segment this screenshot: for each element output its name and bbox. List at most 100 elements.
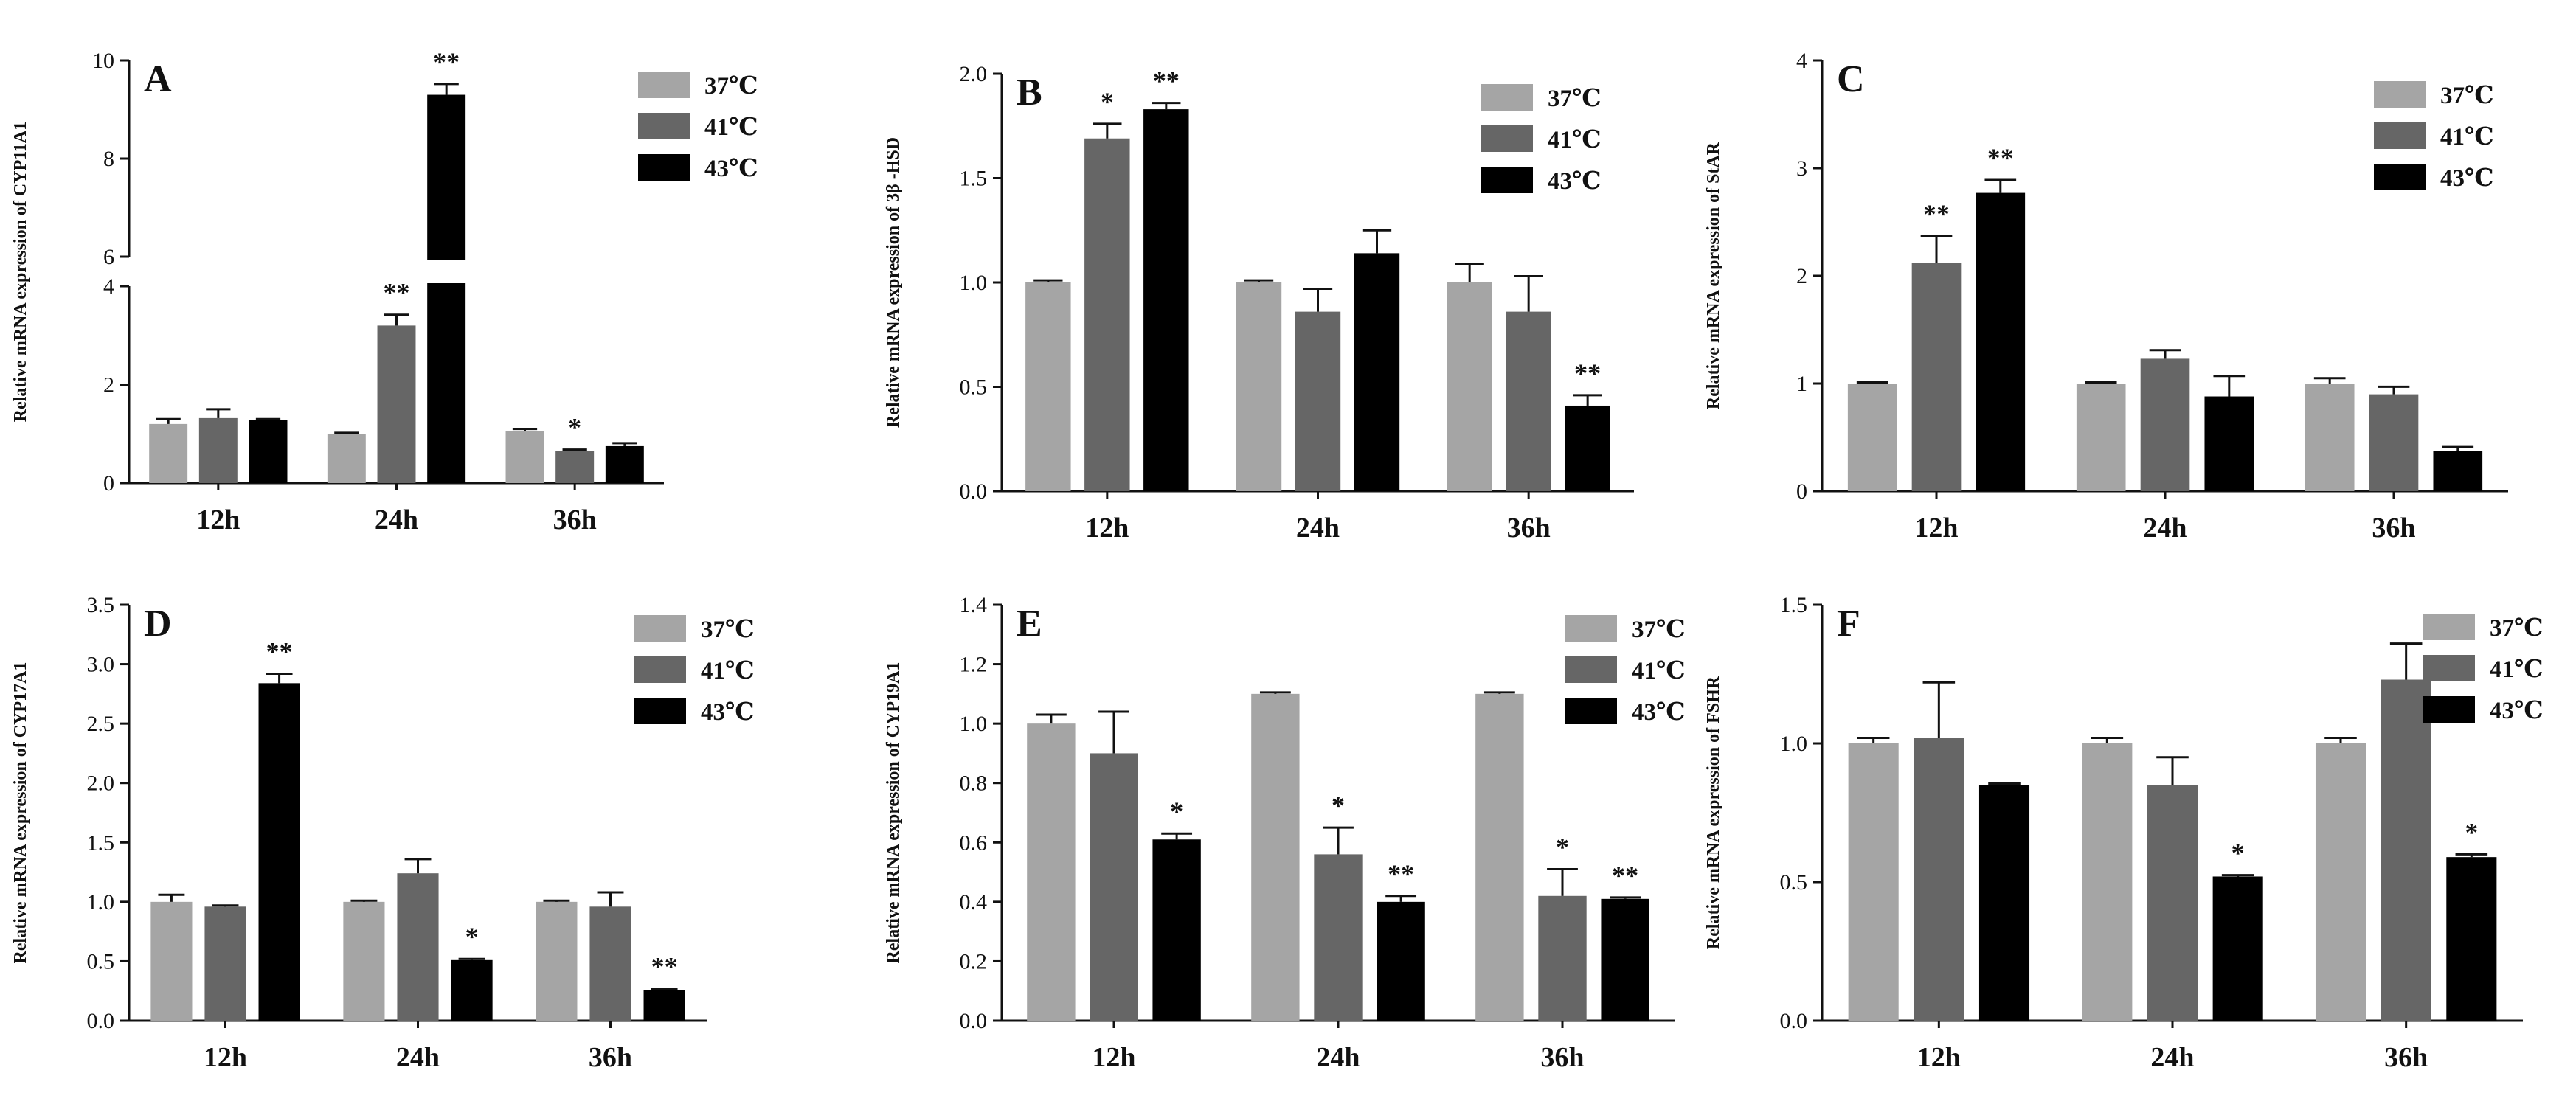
y-tick-label: 0.8 [960, 771, 988, 796]
significance-mark: * [568, 413, 581, 443]
legend-label: 43℃ [701, 699, 755, 726]
legend-swatch [1565, 698, 1617, 724]
bar [1295, 311, 1341, 491]
x-tick-label: 24h [396, 1042, 440, 1073]
bar [505, 431, 544, 483]
significance-mark: ** [433, 47, 460, 77]
y-tick-label: 0.5 [87, 949, 115, 974]
y-tick-label: 2 [1796, 264, 1807, 288]
legend-swatch [1481, 167, 1533, 193]
bar [258, 683, 300, 1021]
legend-swatch [634, 615, 686, 642]
x-tick-label: 36h [2384, 1042, 2428, 1073]
panel-e: 0.0 0.2 0.4 0.6 0.8 1.0 1.2 1.4 Relative mRNA ex… [884, 593, 1686, 1073]
y-tick-label: 1.5 [87, 830, 115, 855]
bar [1354, 253, 1400, 491]
significance-mark: ** [1574, 358, 1601, 388]
bar [1848, 743, 1899, 1021]
y-axis-title: Relative mRNA expression of CYP19A1 [884, 662, 903, 964]
x-tick-label: 24h [1316, 1042, 1360, 1073]
bar [2446, 857, 2497, 1021]
bar [249, 420, 288, 483]
significance-mark: ** [1923, 199, 1950, 229]
bar [1565, 405, 1610, 491]
bar [451, 959, 493, 1021]
legend-swatch [1481, 125, 1533, 152]
bar [198, 417, 238, 483]
legend-label: 41℃ [704, 114, 758, 141]
y-tick-label: 2.0 [87, 771, 115, 796]
y-axis-title: Relative mRNA expression of CYP11A1 [11, 122, 30, 423]
legend-swatch [2423, 655, 2475, 681]
y-tick-label: 4 [103, 274, 114, 299]
bar [2204, 396, 2254, 491]
legend-label: 37℃ [1632, 617, 1686, 643]
bar [1152, 839, 1201, 1021]
y-tick-label: 3 [1796, 156, 1807, 181]
bar [150, 901, 193, 1021]
panel-c: 0 1 2 3 4 Relative mRNA expression of StAR C 12… [1704, 49, 2508, 544]
significance-mark: * [1170, 797, 1183, 826]
y-tick-label: 0.5 [960, 375, 988, 400]
legend-swatch [2423, 696, 2475, 723]
bar [605, 445, 644, 483]
y-tick-label: 2.5 [87, 712, 115, 736]
x-tick-label: 36h [553, 504, 597, 535]
bar [2082, 743, 2133, 1021]
legend-label: 41℃ [2490, 656, 2544, 683]
legend-swatch [2374, 122, 2426, 149]
bar [1143, 109, 1189, 492]
y-tick-label: 1.0 [960, 271, 988, 295]
bar [2212, 876, 2263, 1021]
legend-swatch [1565, 656, 1617, 683]
y-tick-label: 0.4 [960, 890, 988, 915]
y-tick-label: 0.0 [960, 1009, 988, 1033]
y-tick-label: 1.0 [960, 712, 988, 736]
x-tick-label: 36h [589, 1042, 632, 1073]
bar [204, 906, 246, 1021]
x-tick-label: 12h [204, 1042, 247, 1073]
y-axis-title: Relative mRNA expression of CYP17A1 [11, 662, 30, 964]
bar [1027, 723, 1076, 1021]
legend-label: 43℃ [2440, 165, 2494, 192]
legend-swatch [634, 656, 686, 683]
y-tick-label: 1.5 [960, 167, 988, 191]
legend-label: 37℃ [704, 73, 758, 100]
bar [2315, 743, 2366, 1021]
significance-mark: ** [1388, 859, 1414, 889]
significance-mark: ** [1153, 66, 1180, 96]
panel-a: 0 2 4 6 8 10 Relative mRNA expression of CYP11… [11, 47, 758, 535]
bar [2433, 451, 2483, 491]
bar [1447, 282, 1492, 491]
legend-label: 37℃ [1548, 86, 1602, 112]
y-tick-label: 3.0 [87, 653, 115, 677]
bar [149, 423, 188, 483]
significance-mark: ** [1612, 861, 1638, 890]
panel-letter: C [1837, 58, 1865, 100]
bar [1601, 898, 1649, 1021]
legend-swatch [638, 154, 690, 181]
y-tick-label: 1.0 [87, 890, 115, 915]
panel-letter: F [1837, 603, 1860, 645]
y-tick-label: 1.4 [960, 593, 988, 617]
axis-break-gap [426, 260, 468, 283]
legend-swatch [2423, 614, 2475, 640]
bar [327, 434, 366, 483]
significance-mark: * [2232, 839, 2245, 868]
bar [643, 990, 685, 1021]
bar [377, 325, 416, 483]
x-tick-label: 12h [1914, 513, 1958, 544]
legend-label: 37℃ [2440, 83, 2494, 109]
significance-mark: ** [384, 278, 410, 308]
legend-swatch [638, 113, 690, 139]
y-tick-label: 1.2 [960, 653, 988, 677]
y-tick-label: 0 [1796, 479, 1807, 504]
legend-label: 43℃ [1632, 699, 1686, 726]
bar [1475, 693, 1524, 1021]
legend-label: 37℃ [701, 617, 755, 643]
x-tick-label: 12h [196, 504, 240, 535]
y-tick-label: 8 [103, 147, 114, 171]
bar [343, 901, 385, 1021]
bar [1090, 753, 1138, 1021]
